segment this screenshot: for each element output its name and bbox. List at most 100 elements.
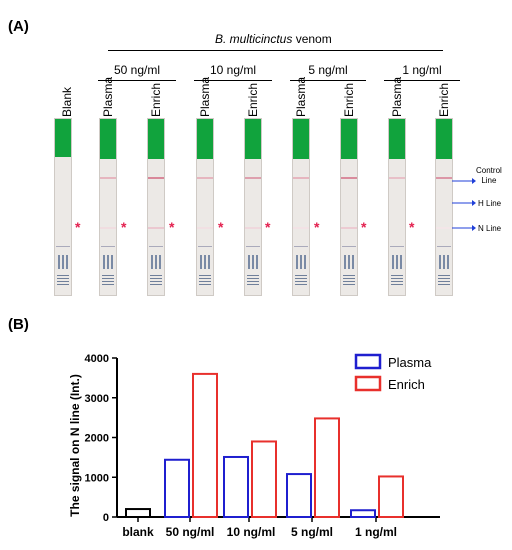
n-line	[293, 227, 309, 229]
control-line	[389, 177, 405, 179]
strip-pad	[436, 119, 452, 159]
bar-enrich	[192, 372, 218, 519]
star-marker: *	[121, 219, 127, 235]
bar-enrich	[251, 440, 277, 518]
y-tick-label: 3000	[85, 393, 109, 405]
x-category-label: 50 ng/ml	[166, 525, 215, 539]
legend-label-plasma: Plasma	[388, 355, 432, 370]
y-axis-label: The signal on N line (Int.)	[68, 374, 82, 517]
x-category-label: 10 ng/ml	[227, 525, 276, 539]
venom-title: B. multicinctus venom	[215, 32, 332, 46]
h-line-label: H Line	[478, 199, 502, 208]
line-annotation-arrows	[452, 178, 476, 231]
conc-rule-50	[98, 80, 176, 81]
strip-label-enrich-10: Enrich	[246, 82, 260, 117]
strip-plasma-50	[99, 118, 117, 296]
star-marker: *	[314, 219, 320, 235]
strip-max-marks	[437, 246, 451, 293]
strip-pad	[389, 119, 405, 159]
x-category-label: 1 ng/ml	[355, 525, 397, 539]
control-line	[100, 177, 116, 179]
venom-species: B. multicinctus	[215, 32, 293, 46]
bar-enrich	[378, 475, 404, 518]
conc-rule-10	[194, 80, 272, 81]
bar-blank	[125, 508, 151, 519]
conc-label-50: 50 ng/ml	[113, 63, 161, 77]
strip-label-plasma-50: Plasma	[101, 76, 115, 117]
n-line	[341, 227, 357, 229]
venom-title-rule	[108, 50, 443, 51]
control-line-label: Control Line	[476, 166, 502, 185]
star-marker: *	[361, 219, 367, 235]
control-line	[436, 177, 452, 179]
bar-plasma	[350, 509, 376, 518]
n-line	[148, 227, 164, 229]
strip-max-marks	[56, 246, 70, 293]
control-line	[245, 177, 261, 179]
strip-label-enrich-5: Enrich	[342, 82, 356, 117]
strip-label-enrich-1: Enrich	[437, 82, 451, 117]
strip-pad	[293, 119, 309, 159]
control-line	[293, 177, 309, 179]
x-category-label: blank	[122, 525, 154, 539]
star-marker: *	[169, 219, 175, 235]
strip-max-marks	[101, 246, 115, 293]
strip-label-enrich-50: Enrich	[149, 82, 163, 117]
n-line	[245, 227, 261, 229]
legend-swatch-plasma	[354, 353, 382, 370]
n-line	[436, 227, 452, 229]
strip-max-marks	[294, 246, 308, 293]
strip-max-marks	[342, 246, 356, 293]
star-marker: *	[409, 219, 415, 235]
strip-max-marks	[198, 246, 212, 293]
y-tick-label: 1000	[85, 472, 109, 484]
conc-label-1: 1 ng/ml	[402, 63, 442, 77]
strip-label-blank: Blank	[60, 86, 74, 117]
strip-pad	[148, 119, 164, 159]
bar-plasma	[164, 458, 190, 519]
strip-enrich-5	[340, 118, 358, 296]
strip-label-plasma-5: Plasma	[294, 76, 308, 117]
strip-plasma-5	[292, 118, 310, 296]
strip-plasma-10	[196, 118, 214, 296]
strip-enrich-10	[244, 118, 262, 296]
strip-plasma-1	[388, 118, 406, 296]
strip-label-plasma-1: Plasma	[390, 76, 404, 117]
conc-rule-1	[384, 80, 460, 81]
n-line	[197, 227, 213, 229]
strip-max-marks	[246, 246, 260, 293]
y-tick-label: 4000	[85, 353, 109, 365]
y-tick-label: 0	[103, 512, 109, 524]
y-tick-label: 2000	[85, 433, 109, 445]
panel-a-label: (A)	[8, 18, 29, 35]
conc-label-10: 10 ng/ml	[209, 63, 257, 77]
strip-pad	[197, 119, 213, 159]
conc-label-5: 5 ng/ml	[308, 63, 348, 77]
x-category-label: 5 ng/ml	[291, 525, 333, 539]
legend-label-enrich: Enrich	[388, 377, 425, 392]
conc-rule-5	[290, 80, 366, 81]
bar-enrich	[314, 417, 340, 518]
strip-label-plasma-10: Plasma	[198, 76, 212, 117]
strip-pad	[341, 119, 357, 159]
star-marker: *	[265, 219, 271, 235]
venom-word: venom	[292, 32, 332, 46]
strip-enrich-50	[147, 118, 165, 296]
strip-max-marks	[390, 246, 404, 293]
control-line	[148, 177, 164, 179]
strip-pad	[100, 119, 116, 159]
strip-enrich-1	[435, 118, 453, 296]
bar-plasma	[286, 473, 312, 519]
legend-swatch-enrich	[354, 375, 382, 392]
strip-blank	[54, 118, 72, 296]
n-line-label: N Line	[478, 224, 502, 233]
control-line	[197, 177, 213, 179]
strip-pad	[245, 119, 261, 159]
bar-plasma	[223, 455, 249, 518]
star-marker: *	[218, 219, 224, 235]
star-marker: *	[75, 219, 81, 235]
strip-max-marks	[149, 246, 163, 293]
n-line	[100, 227, 116, 229]
control-line	[341, 177, 357, 179]
